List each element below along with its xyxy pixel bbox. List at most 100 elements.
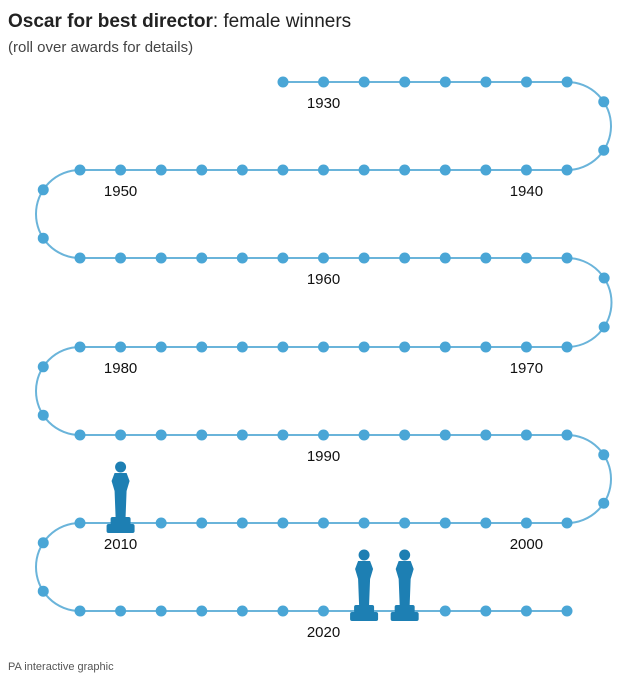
year-dot xyxy=(399,429,411,441)
year-dot xyxy=(74,517,86,529)
decade-label: 2020 xyxy=(307,624,340,641)
year-dot xyxy=(561,252,573,264)
decade-label: 1980 xyxy=(104,360,137,377)
year-dot xyxy=(74,252,86,264)
year-dot xyxy=(561,605,573,617)
year-dot xyxy=(155,252,167,264)
year-dot xyxy=(358,517,370,529)
statuette-pedestal xyxy=(110,517,131,525)
year-dot xyxy=(358,252,370,264)
title: Oscar for best director: female winners xyxy=(8,11,351,32)
year-dot xyxy=(480,605,492,617)
year-dot xyxy=(439,517,451,529)
year-dot xyxy=(115,429,127,441)
year-dot xyxy=(37,585,49,597)
year-dot xyxy=(74,429,86,441)
year-dot xyxy=(277,429,289,441)
year-dot xyxy=(480,341,492,353)
statuette-body xyxy=(395,561,414,605)
statuette-body xyxy=(111,473,130,517)
year-dot xyxy=(358,341,370,353)
year-dot xyxy=(196,517,208,529)
decade-label: 1970 xyxy=(510,360,543,377)
year-dot xyxy=(439,252,451,264)
year-dot xyxy=(318,164,329,176)
title-rest: : female winners xyxy=(213,11,351,32)
year-dot xyxy=(155,429,167,441)
oscar-statuette[interactable] xyxy=(350,549,379,622)
year-dot xyxy=(277,605,289,617)
year-dot xyxy=(37,537,49,549)
statuette-body xyxy=(355,561,374,605)
year-dot xyxy=(399,76,411,88)
year-dot xyxy=(520,341,532,353)
year-dot xyxy=(155,517,167,529)
year-dot xyxy=(520,429,532,441)
year-dot xyxy=(155,164,167,176)
statuette-base xyxy=(350,612,379,621)
year-dot xyxy=(74,341,86,353)
decade-label: 1990 xyxy=(307,448,340,465)
year-dot xyxy=(37,232,49,244)
year-dot xyxy=(236,164,248,176)
year-dot xyxy=(318,517,329,529)
year-dot xyxy=(37,184,49,196)
year-dot xyxy=(196,164,208,176)
year-dot xyxy=(598,96,610,108)
decade-label: 1960 xyxy=(307,271,340,288)
year-dot xyxy=(480,517,492,529)
year-dot xyxy=(318,252,329,264)
statuette-head xyxy=(358,549,370,561)
year-dot xyxy=(480,76,492,88)
year-dot xyxy=(358,76,370,88)
statuette-head xyxy=(399,549,411,561)
year-dot xyxy=(561,164,573,176)
decade-label: 1940 xyxy=(510,183,543,200)
year-dot xyxy=(115,252,127,264)
year-dot xyxy=(115,341,127,353)
year-dot xyxy=(399,164,411,176)
year-dot xyxy=(520,517,532,529)
year-dot xyxy=(399,517,411,529)
year-dot xyxy=(598,321,610,333)
statuette-pedestal xyxy=(354,605,375,613)
footer: PA interactive graphic xyxy=(8,661,114,673)
year-dot xyxy=(520,164,532,176)
year-dot xyxy=(277,76,289,88)
title-bold: Oscar for best director xyxy=(8,11,213,32)
year-dot xyxy=(318,605,329,617)
year-dot xyxy=(520,605,532,617)
year-dot xyxy=(480,164,492,176)
decade-label: 1930 xyxy=(307,95,340,112)
year-dot xyxy=(358,164,370,176)
year-dot xyxy=(115,605,127,617)
year-dot xyxy=(37,409,49,421)
year-dot xyxy=(74,164,86,176)
year-dot xyxy=(196,252,208,264)
year-dot xyxy=(236,341,248,353)
year-dot xyxy=(74,605,86,617)
year-dot xyxy=(439,429,451,441)
year-dot xyxy=(439,605,451,617)
year-dot xyxy=(439,164,451,176)
oscar-statuette[interactable] xyxy=(390,549,419,622)
year-dot xyxy=(561,76,573,88)
year-dot xyxy=(480,429,492,441)
year-dot xyxy=(598,449,610,461)
year-dot xyxy=(318,429,329,441)
year-dot xyxy=(318,341,329,353)
year-dot xyxy=(236,252,248,264)
oscar-statuette[interactable] xyxy=(106,461,135,534)
year-dot xyxy=(439,76,451,88)
decade-label: 2000 xyxy=(510,536,543,553)
year-dot xyxy=(598,497,610,509)
year-dot xyxy=(439,341,451,353)
year-dot xyxy=(561,341,573,353)
year-dot xyxy=(236,517,248,529)
year-dot xyxy=(196,341,208,353)
year-dot xyxy=(318,76,330,88)
year-dot xyxy=(37,361,49,373)
year-dot xyxy=(598,144,610,156)
year-dot xyxy=(399,252,411,264)
